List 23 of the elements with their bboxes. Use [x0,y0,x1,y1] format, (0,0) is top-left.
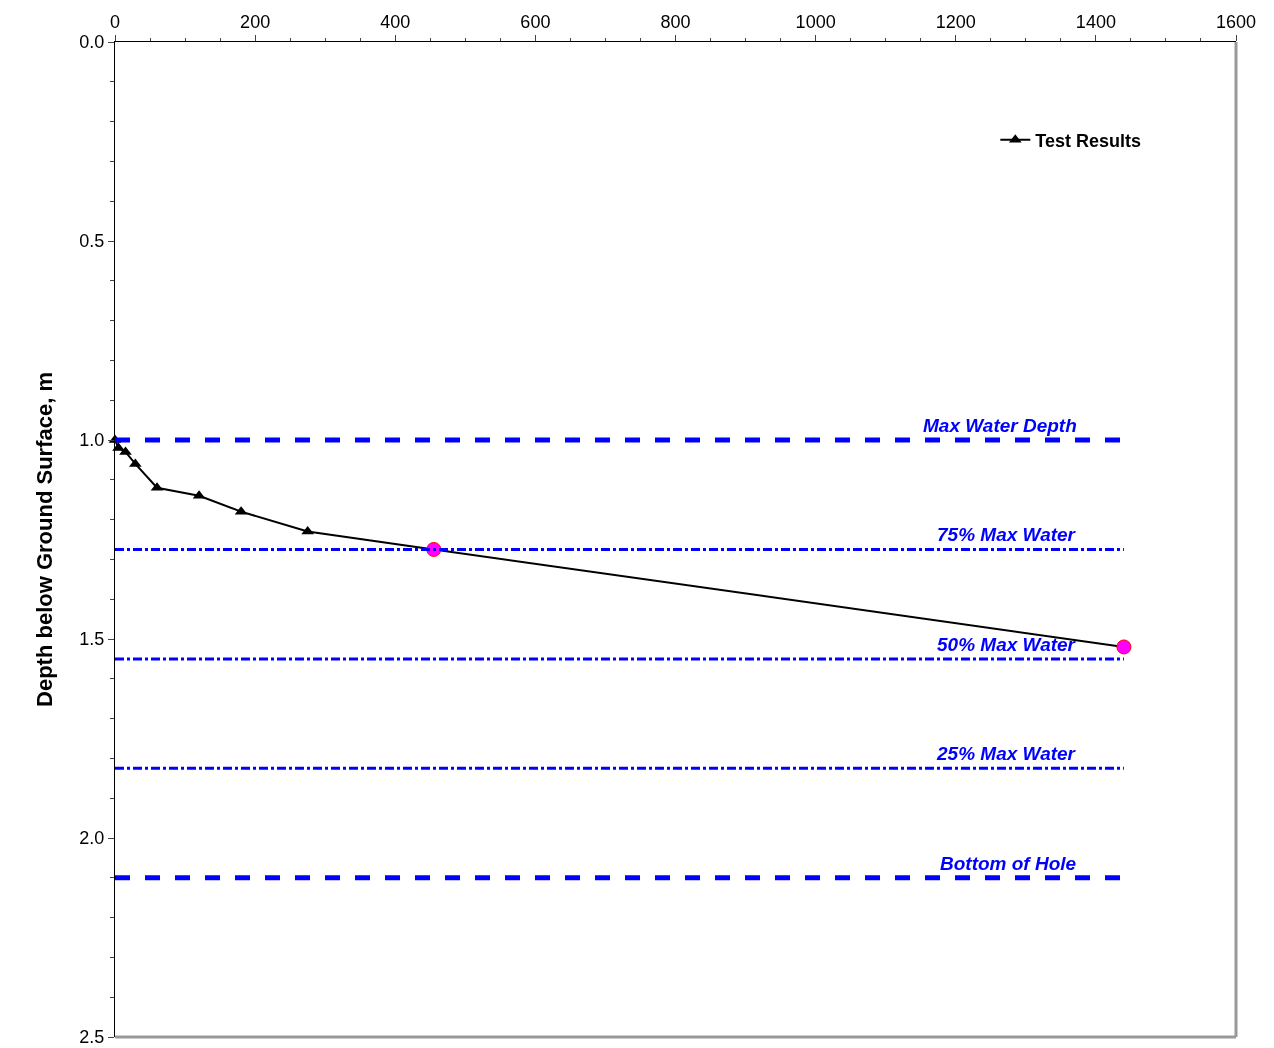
y-axis-title: Depth below Ground Surface, m [32,372,58,707]
ref-line-label: 75% Max Water [937,524,1077,545]
ref-line-label: 50% Max Water [937,634,1077,655]
y-tick-label: 1.0 [79,430,105,451]
x-tick-label: 600 [520,11,551,32]
y-tick-label: 0.0 [79,32,105,53]
point [1116,639,1132,655]
legend-label: Test Results [1035,130,1142,151]
x-tick-label: 200 [240,11,271,32]
y-tick-label: 1.5 [79,629,105,650]
x-tick-label: 1000 [795,11,836,32]
x-tick-label: 1200 [935,11,976,32]
y-tick-label: 0.5 [79,231,105,252]
ref-line-label: Max Water Depth [923,415,1077,436]
y-tick-label: 2.0 [79,828,105,849]
x-tick-label: 0 [109,11,121,32]
x-tick-label: 400 [380,11,411,32]
ref-line-label: 25% Max Water [936,743,1077,764]
x-tick-label: 1400 [1075,11,1116,32]
ref-line-label: Bottom of Hole [940,853,1077,874]
x-tick-label: 800 [660,11,691,32]
x-tick-label: 1600 [1215,11,1257,32]
y-tick-label: 2.5 [79,1027,105,1048]
